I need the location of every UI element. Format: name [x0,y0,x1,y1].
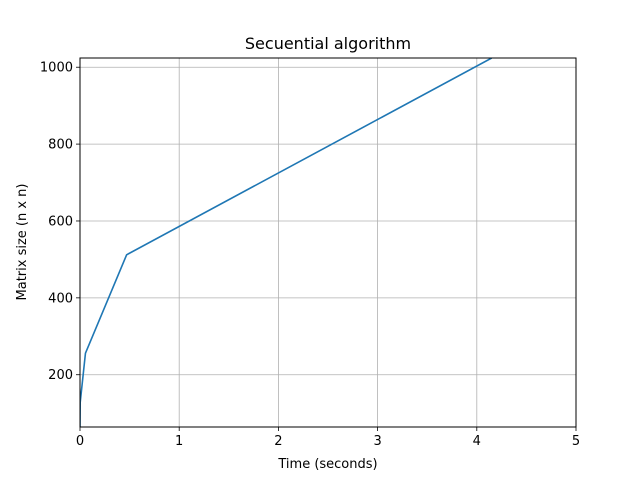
x-tick-label: 1 [175,434,183,449]
x-tick-label: 5 [572,434,580,449]
chart-title: Secuential algorithm [245,34,411,53]
y-axis: 200 400 600 800 1000 [40,61,80,383]
y-tick-label: 1000 [40,61,73,76]
x-tick-label: 4 [473,434,481,449]
x-tick-label: 2 [274,434,282,449]
y-tick-label: 600 [48,214,73,229]
x-tick-label: 3 [373,434,381,449]
x-axis: 0 1 2 3 4 5 [76,427,580,449]
x-axis-label: Time (seconds) [277,457,377,472]
y-axis-label: Matrix size (n x n) [15,184,30,301]
plot-frame [79,57,577,428]
x-tick-label: 0 [76,434,84,449]
y-tick-label: 800 [48,138,73,153]
y-tick-label: 200 [48,368,73,383]
y-tick-label: 400 [48,291,73,306]
